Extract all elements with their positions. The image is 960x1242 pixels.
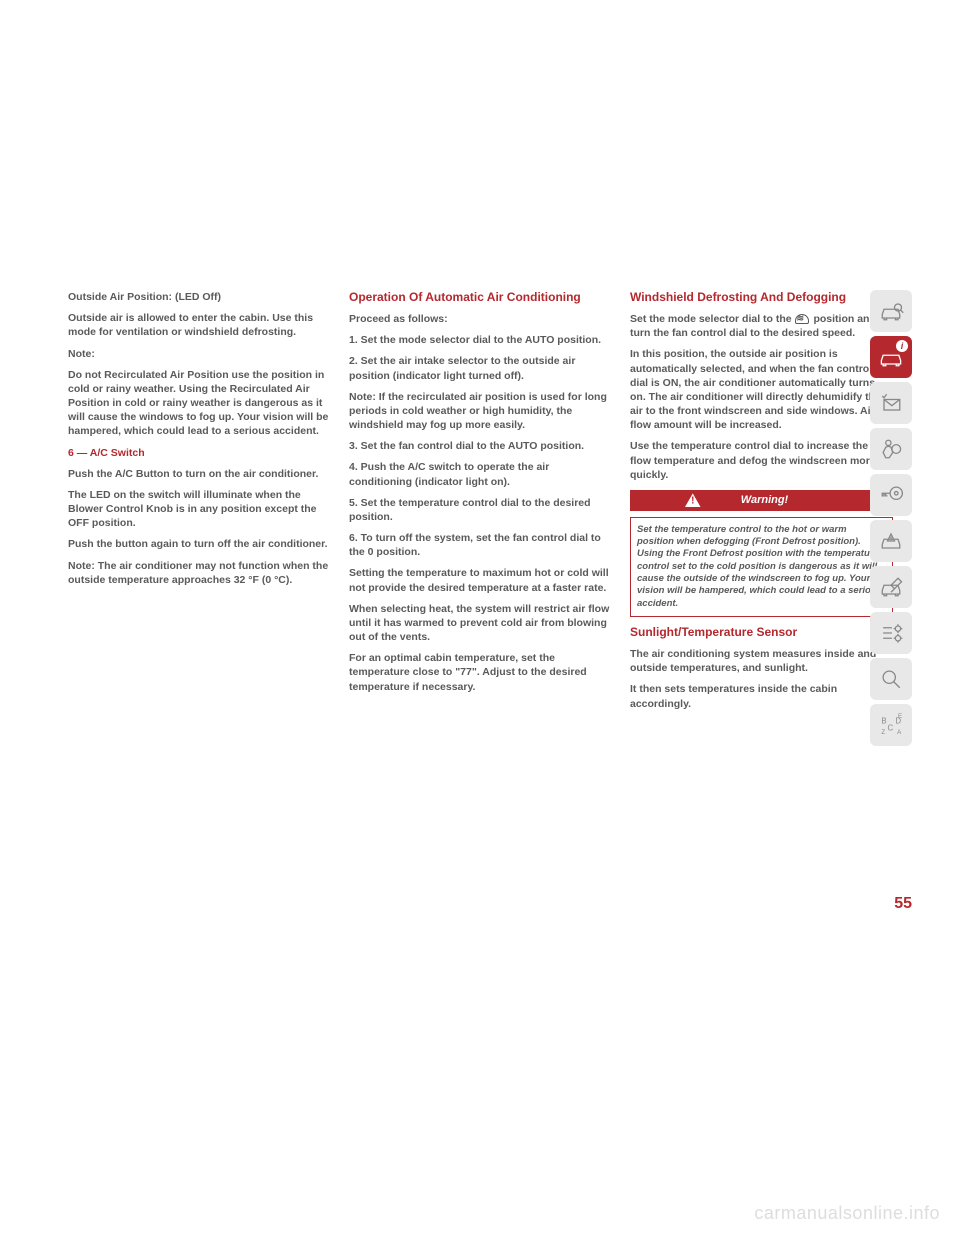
step-5: 5. Set the temperature control dial to t…: [349, 496, 612, 524]
optimal-temp: For an optimal cabin temperature, set th…: [349, 651, 612, 694]
sidebar-tab-settings-list[interactable]: [870, 612, 912, 654]
svg-text:A: A: [897, 729, 902, 736]
outside-air-title: Outside Air Position: (LED Off): [68, 290, 331, 304]
warning-label: Warning!: [741, 493, 788, 508]
outside-air-desc: Outside air is allowed to enter the cabi…: [68, 311, 331, 339]
sidebar-tab-key[interactable]: [870, 474, 912, 516]
page-content: Outside Air Position: (LED Off) Outside …: [68, 290, 893, 920]
sidebar-tabs: i BCDZAE: [870, 290, 912, 746]
step-1: 1. Set the mode selector dial to the AUT…: [349, 333, 612, 347]
svg-text:C: C: [888, 723, 894, 732]
step-6: 6. To turn off the system, set the fan c…: [349, 531, 612, 559]
temp-rate: Setting the temperature to maximum hot o…: [349, 566, 612, 594]
defrost-temp: Use the temperature control dial to incr…: [630, 439, 893, 482]
defrost-auto: In this position, the outside air positi…: [630, 347, 893, 432]
sidebar-tab-mail[interactable]: [870, 382, 912, 424]
warning-box: Warning! Set the temperature control to …: [630, 490, 893, 617]
svg-text:E: E: [898, 713, 902, 720]
info-badge-icon: i: [896, 340, 908, 352]
sidebar-tab-airbag[interactable]: [870, 428, 912, 470]
note-label: Note:: [68, 347, 331, 361]
column-3: Windshield Defrosting And Defogging Set …: [630, 290, 893, 920]
warning-triangle-icon: [685, 493, 701, 507]
sidebar-tab-index[interactable]: BCDZAE: [870, 704, 912, 746]
step-2: 2. Set the air intake selector to the ou…: [349, 354, 612, 382]
sensor-heading: Sunlight/Temperature Sensor: [630, 625, 893, 640]
ac-led: The LED on the switch will illuminate wh…: [68, 488, 331, 531]
sensor-set: It then sets temperatures inside the cab…: [630, 682, 893, 710]
column-1: Outside Air Position: (LED Off) Outside …: [68, 290, 331, 920]
recirculate-warning: Do not Recirculated Air Position use the…: [68, 368, 331, 439]
sidebar-tab-warning[interactable]: [870, 520, 912, 562]
sidebar-tab-search[interactable]: [870, 658, 912, 700]
warning-body: Set the temperature control to the hot o…: [630, 517, 893, 617]
page-number: 55: [870, 895, 912, 913]
watermark: carmanualsonline.info: [754, 1203, 940, 1224]
defrost-mode: Set the mode selector dial to the positi…: [630, 312, 893, 340]
defrost-heading: Windshield Defrosting And Defogging: [630, 290, 893, 305]
svg-text:B: B: [881, 716, 886, 725]
column-2: Operation Of Automatic Air Conditioning …: [349, 290, 612, 920]
auto-ac-heading: Operation Of Automatic Air Conditioning: [349, 290, 612, 305]
step-4: 4. Push the A/C switch to operate the ai…: [349, 460, 612, 488]
sidebar-tab-service[interactable]: [870, 566, 912, 608]
svg-text:Z: Z: [881, 729, 885, 736]
ac-temp-note: Note: The air conditioner may not functi…: [68, 559, 331, 587]
proceed: Proceed as follows:: [349, 312, 612, 326]
ac-push-on: Push the A/C Button to turn on the air c…: [68, 467, 331, 481]
warning-header: Warning!: [630, 490, 893, 511]
step-2-note: Note: If the recirculated air position i…: [349, 390, 612, 433]
step-3: 3. Set the fan control dial to the AUTO …: [349, 439, 612, 453]
sidebar-tab-vehicle-info[interactable]: i: [870, 336, 912, 378]
heat-restrict: When selecting heat, the system will res…: [349, 602, 612, 645]
ac-switch-heading: 6 — A/C Switch: [68, 446, 331, 460]
ac-push-off: Push the button again to turn off the ai…: [68, 537, 331, 551]
sensor-measure: The air conditioning system measures ins…: [630, 647, 893, 675]
sidebar-tab-vehicle-search[interactable]: [870, 290, 912, 332]
defrost-icon: [795, 314, 809, 324]
